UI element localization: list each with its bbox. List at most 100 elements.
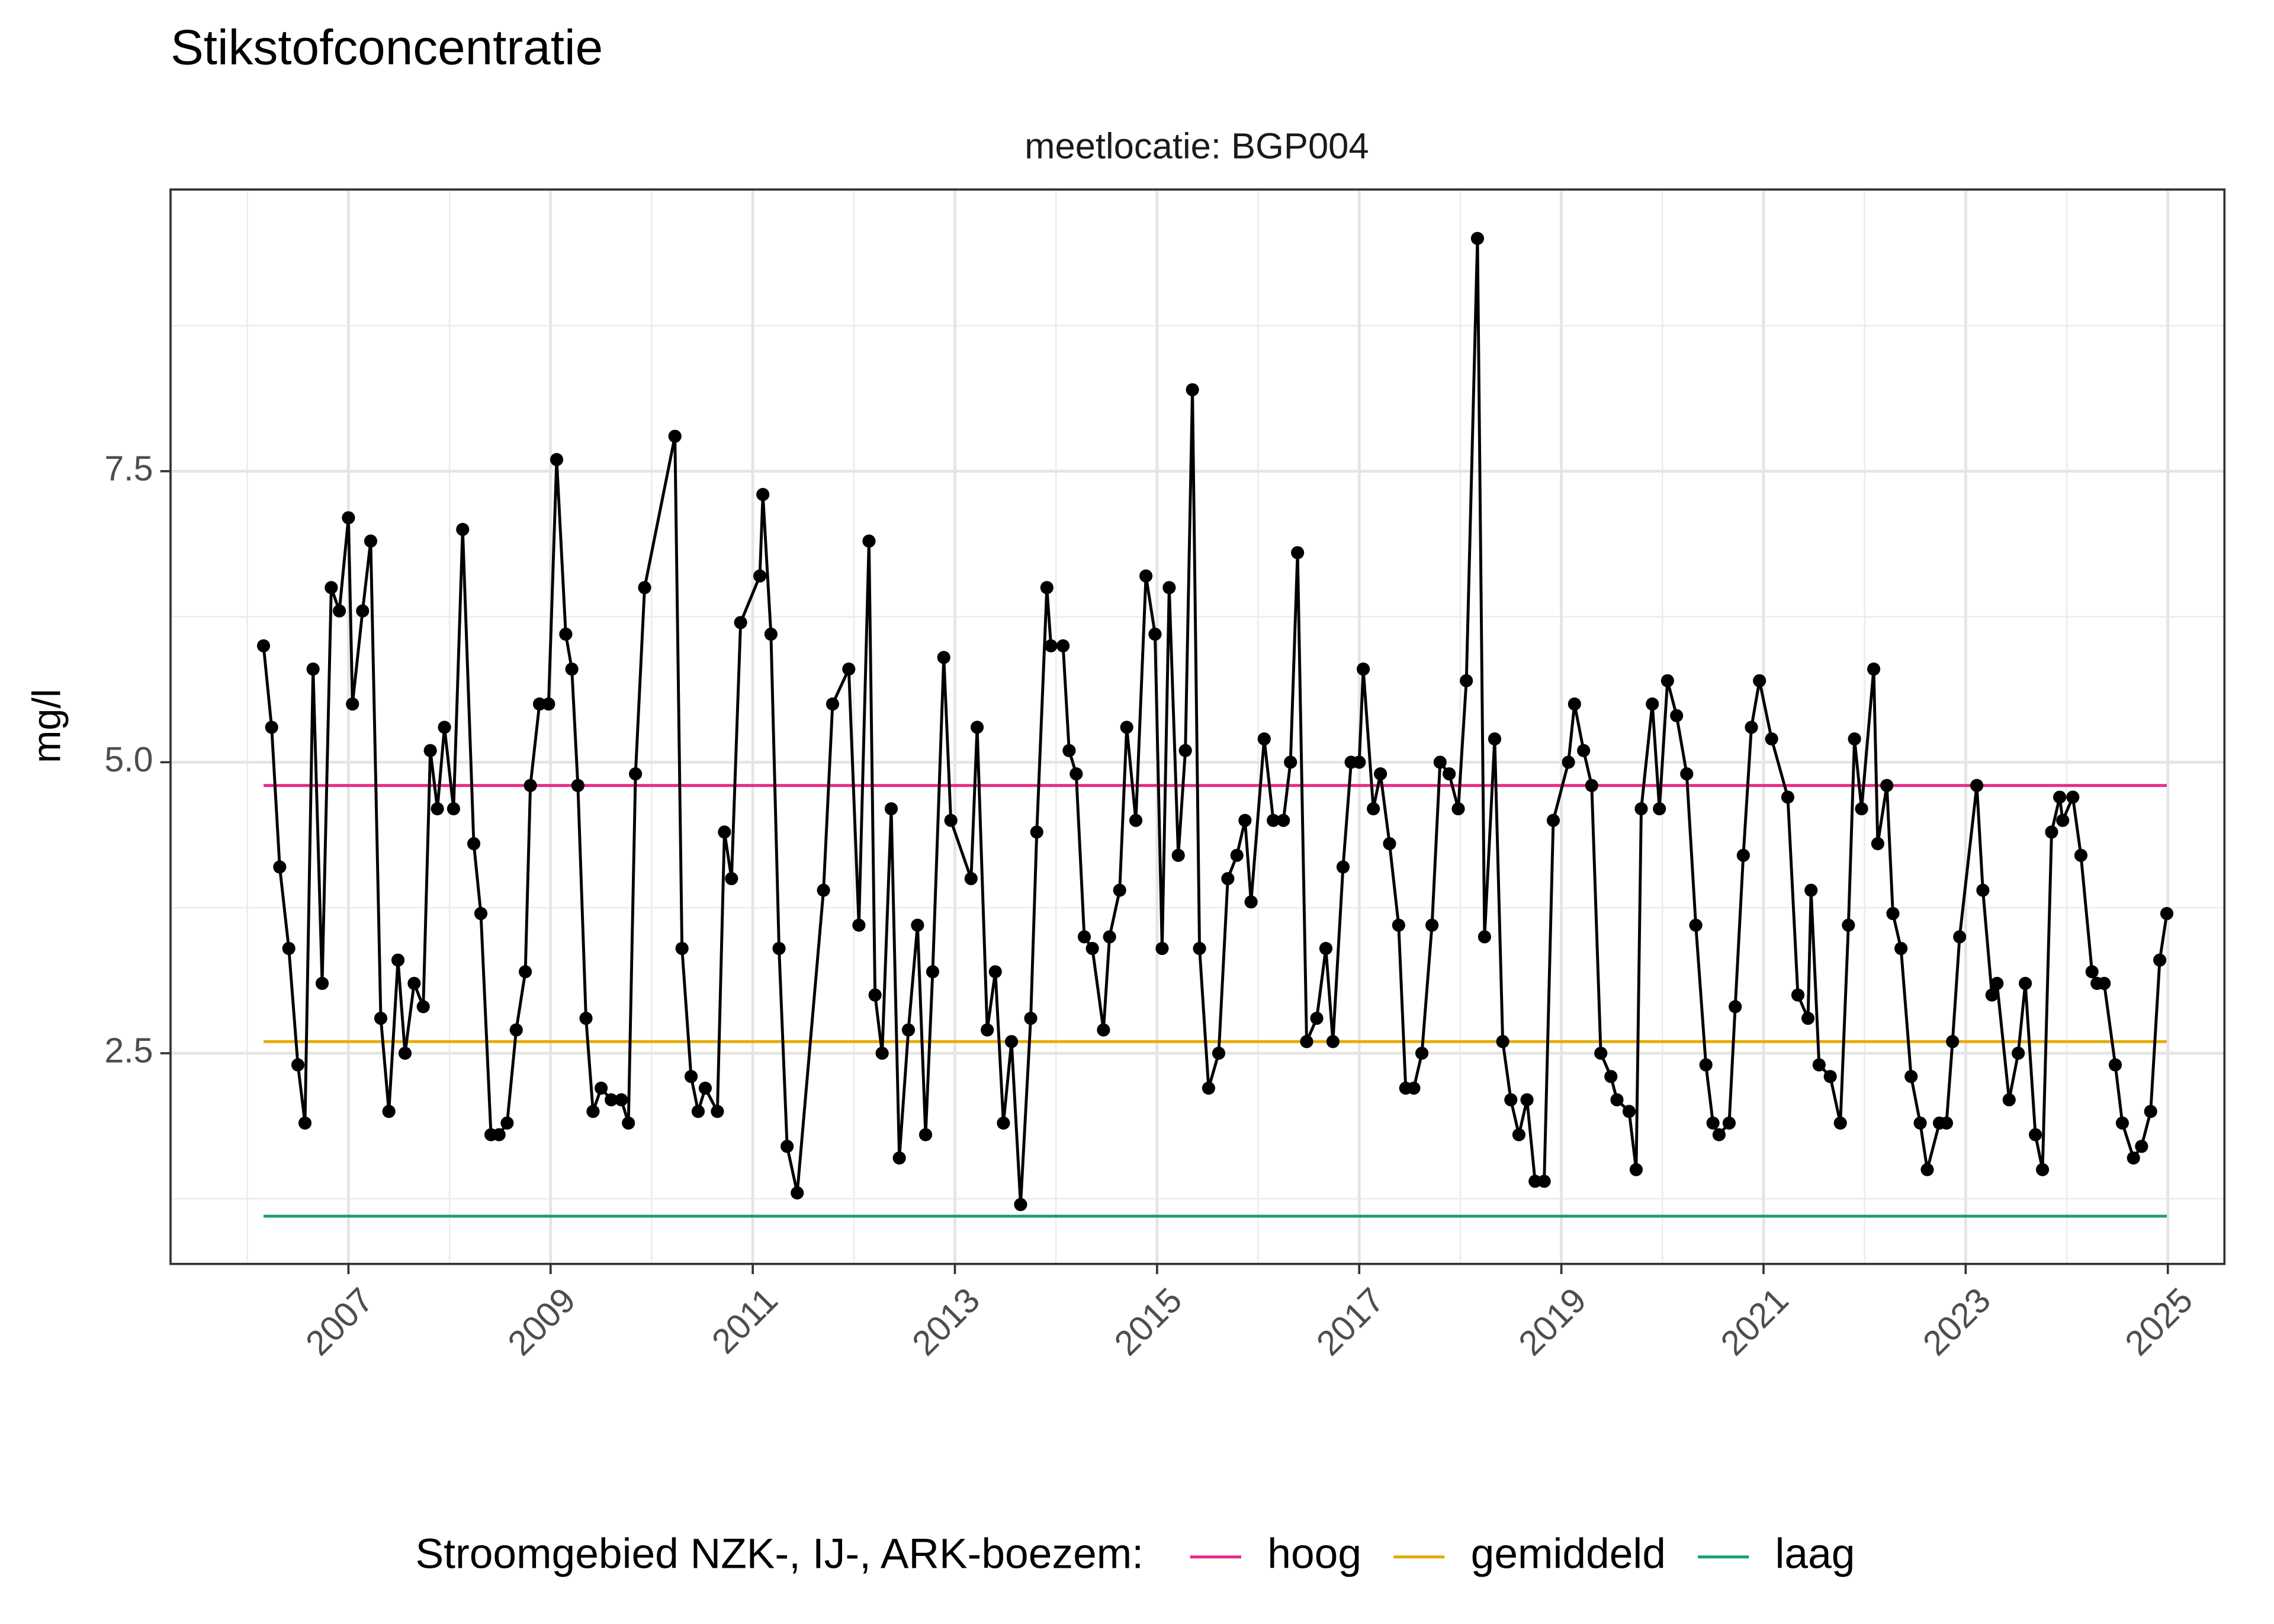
data-point xyxy=(901,1023,916,1037)
data-point xyxy=(1148,628,1162,641)
data-point xyxy=(407,976,421,991)
data-point xyxy=(1056,639,1070,652)
data-point xyxy=(456,523,470,536)
data-point xyxy=(1353,755,1366,769)
data-point xyxy=(550,453,564,467)
data-point xyxy=(1745,721,1758,734)
data-point xyxy=(282,941,296,956)
data-point xyxy=(1415,1046,1429,1060)
data-point xyxy=(1392,918,1405,932)
data-point xyxy=(1953,930,1967,944)
data-point xyxy=(1367,802,1380,816)
data-point xyxy=(273,860,287,874)
data-point xyxy=(1383,837,1396,851)
data-point xyxy=(500,1116,514,1130)
data-point xyxy=(937,651,950,664)
data-point xyxy=(756,488,770,501)
data-point xyxy=(1729,1000,1742,1014)
data-point xyxy=(1244,895,1258,909)
data-point xyxy=(918,1128,933,1141)
data-point xyxy=(1284,755,1297,769)
data-point xyxy=(1193,941,1206,956)
data-point xyxy=(772,941,786,956)
data-point xyxy=(2029,1128,2042,1141)
data-point xyxy=(1221,872,1235,886)
data-point xyxy=(970,721,984,734)
data-point xyxy=(944,813,958,827)
data-point xyxy=(2135,1140,2148,1153)
data-point xyxy=(1443,767,1456,781)
data-point xyxy=(1871,837,1884,851)
data-point xyxy=(753,569,767,583)
data-point xyxy=(1433,755,1447,769)
data-point xyxy=(1706,1116,1720,1130)
data-point xyxy=(1791,988,1805,1002)
data-point xyxy=(1085,941,1099,956)
data-point xyxy=(374,1011,388,1025)
data-point xyxy=(2085,965,2099,979)
data-point xyxy=(1904,1070,1918,1083)
legend-label: gemiddeld xyxy=(1471,1530,1666,1578)
data-point xyxy=(2035,1163,2050,1176)
data-point xyxy=(265,721,278,734)
data-point xyxy=(734,616,747,629)
data-point xyxy=(764,628,778,641)
data-point xyxy=(1520,1093,1534,1107)
data-point xyxy=(1976,883,1990,897)
data-point xyxy=(911,918,924,932)
data-point xyxy=(1804,883,1818,897)
data-point xyxy=(1212,1046,1226,1060)
data-point xyxy=(1451,802,1465,816)
data-point xyxy=(1069,767,1083,781)
data-point xyxy=(2144,1105,2157,1118)
data-point xyxy=(1939,1116,1954,1130)
data-point xyxy=(1277,813,1290,827)
facet-label: meetlocatie: BGP004 xyxy=(1024,126,1369,166)
data-point xyxy=(638,581,651,594)
data-point xyxy=(474,906,488,921)
data-point xyxy=(1712,1128,1726,1141)
data-point xyxy=(586,1105,600,1118)
data-point xyxy=(884,802,898,816)
data-point xyxy=(1120,721,1133,734)
data-point xyxy=(2074,848,2088,862)
data-point xyxy=(382,1105,396,1118)
data-point xyxy=(718,825,731,839)
data-point xyxy=(1014,1198,1027,1211)
data-point xyxy=(1425,918,1439,932)
data-point xyxy=(2053,790,2067,804)
data-point xyxy=(2098,976,2111,991)
data-point xyxy=(1823,1070,1837,1083)
data-point xyxy=(684,1070,698,1083)
data-point xyxy=(868,988,882,1002)
data-point xyxy=(298,1116,312,1130)
data-point xyxy=(1855,802,1868,816)
data-point xyxy=(1257,732,1271,746)
data-point xyxy=(675,941,689,956)
data-point xyxy=(1880,779,1894,792)
data-point xyxy=(1005,1035,1019,1049)
data-point xyxy=(1537,1175,1551,1188)
data-point xyxy=(1577,744,1591,757)
data-point xyxy=(1496,1035,1509,1049)
data-point xyxy=(1680,767,1694,781)
data-point xyxy=(981,1023,994,1037)
data-point xyxy=(1202,1081,1216,1095)
data-point xyxy=(1622,1105,1636,1118)
data-point xyxy=(691,1105,705,1118)
y-tick-label: 2.5 xyxy=(104,1031,153,1070)
data-point xyxy=(622,1116,635,1130)
data-point xyxy=(431,802,444,816)
data-point xyxy=(1512,1128,1526,1141)
data-point xyxy=(256,639,271,652)
y-tick-label: 5.0 xyxy=(104,740,153,779)
data-point xyxy=(532,697,547,711)
data-point xyxy=(791,1186,804,1199)
data-point xyxy=(892,1151,906,1165)
data-point xyxy=(1833,1116,1847,1130)
data-point xyxy=(1801,1011,1815,1025)
data-point xyxy=(542,697,555,711)
legend-label: laag xyxy=(1775,1530,1855,1578)
data-point xyxy=(1267,813,1280,827)
